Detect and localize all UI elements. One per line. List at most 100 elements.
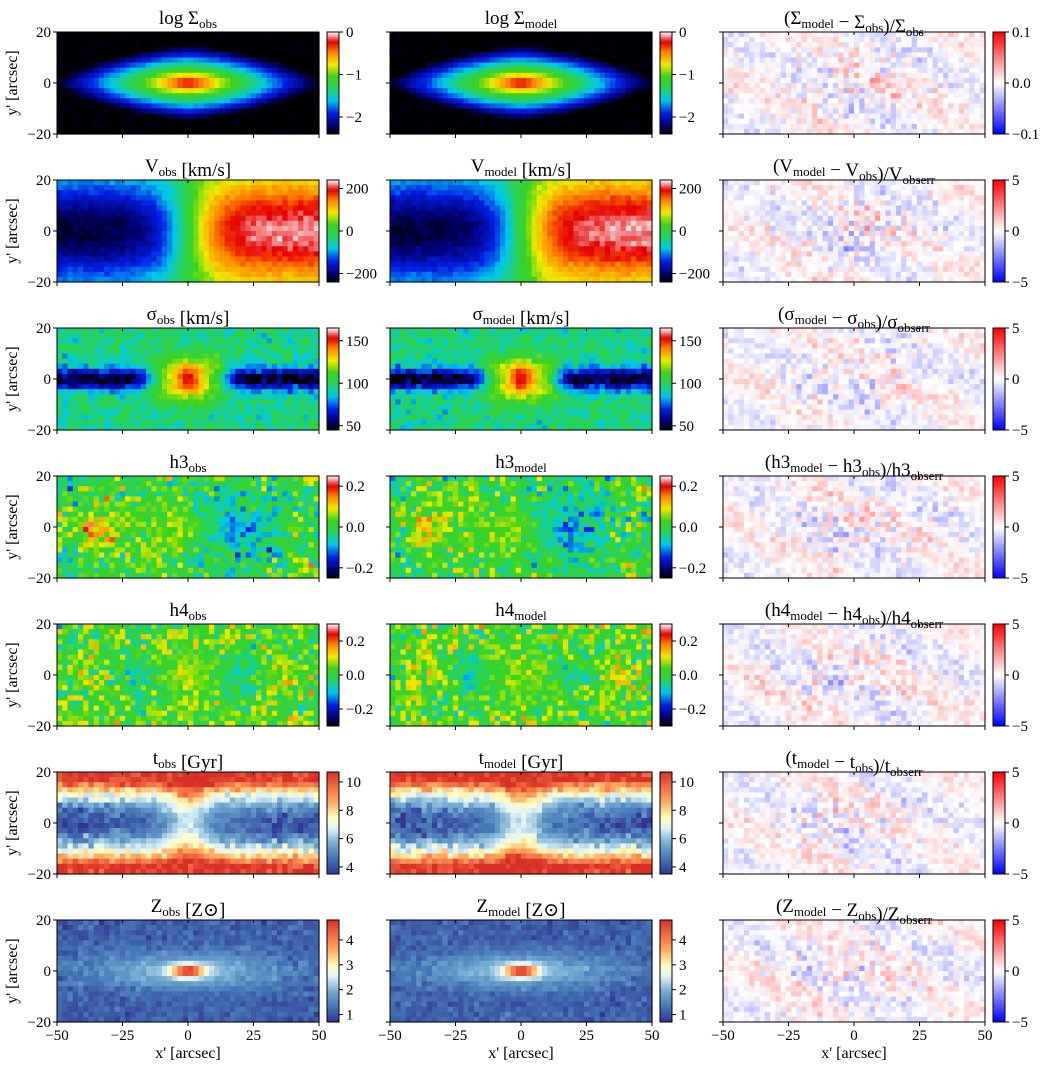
heatmap-cell [93,98,100,104]
heatmap-cell [83,236,90,242]
heatmap-cell [303,210,310,217]
heatmap-cell [536,37,543,43]
heatmap-cell [489,42,496,48]
heatmap-cell [77,251,84,258]
colorbar-segment [327,231,339,234]
heatmap-cell [109,62,116,69]
heatmap-cell [109,108,116,115]
heatmap-cell [759,128,766,135]
heatmap-cell [583,42,590,48]
heatmap-cell [224,200,231,207]
heatmap-cell [937,77,944,84]
heatmap-cell [604,72,611,79]
heatmap-cell [271,113,278,120]
heatmap-cell [916,62,923,69]
heatmap-cell [599,77,606,84]
heatmap-cell [219,256,226,263]
heatmap-cell [515,241,522,247]
heatmap-cell [547,185,554,191]
heatmap-cell [625,37,632,43]
heatmap-cell [775,57,782,64]
heatmap-cell [172,251,179,258]
heatmap-cell [135,47,142,53]
heatmap-cell [838,108,845,115]
y-tick-label: 0 [44,224,52,240]
heatmap-cell [473,241,480,247]
heatmap-cell [261,225,268,232]
heatmap-cell [515,108,522,115]
heatmap-cell [240,62,247,69]
heatmap-cell [146,77,152,84]
heatmap-cell [948,113,955,120]
heatmap-cell [104,103,110,110]
heatmap-cell [922,42,928,48]
heatmap-cell [224,52,231,59]
heatmap-cell [615,93,622,99]
heatmap-cell [224,57,231,64]
heatmap-cell [785,62,792,69]
heatmap-cell [303,93,310,99]
heatmap-cell [452,57,459,64]
heatmap-cell [953,42,960,48]
colorbar-segment [327,251,339,254]
heatmap-cell [130,276,137,283]
heatmap-cell [62,195,69,201]
heatmap-cell [505,231,512,237]
heatmap-cell [125,241,131,247]
heatmap-cell [198,93,205,99]
heatmap-cell [405,42,412,48]
heatmap-cell [282,220,289,227]
heatmap-cell [932,47,939,53]
heatmap-cell [906,72,913,79]
heatmap-cell [235,241,241,247]
heatmap-cell [125,215,131,222]
heatmap-cell [146,256,152,263]
heatmap-cell [838,32,845,38]
heatmap-cell [146,261,152,268]
heatmap-cell [250,57,257,64]
heatmap-cell [615,241,622,247]
heatmap-cell [743,77,750,84]
heatmap-cell [182,190,189,196]
heatmap-cell [140,88,147,94]
heatmap-cell [146,236,152,242]
heatmap-cell [848,52,855,59]
colorbar-segment [327,280,339,283]
heatmap-cell [119,251,126,258]
heatmap-cell [822,57,829,64]
heatmap-cell [208,72,215,79]
heatmap-cell [500,231,506,237]
heatmap-cell [224,215,231,222]
heatmap-cell [188,225,194,232]
colorbar-segment [327,186,339,189]
heatmap-cell [948,62,955,69]
heatmap-cell [235,180,241,186]
heatmap-cell [880,62,887,69]
heatmap-cell [98,83,105,89]
heatmap-cell [911,42,918,48]
heatmap-cell [541,77,548,84]
heatmap-cell [93,37,100,43]
heatmap-cell [869,47,876,53]
heatmap-cell [728,88,735,94]
heatmap-cell [599,42,606,48]
heatmap-cell [156,200,163,207]
heatmap-cell [636,180,643,186]
heatmap-cell [151,210,158,217]
heatmap-cell [167,200,173,207]
colorbar-segment [327,217,339,220]
heatmap-cell [426,236,433,242]
heatmap-cell [494,37,501,43]
heatmap-cell [948,83,955,89]
heatmap-cell [245,98,252,104]
heatmap-cell [526,231,533,237]
heatmap-cell [489,205,496,212]
heatmap-cell [256,103,262,110]
heatmap-cell [749,52,756,59]
heatmap-cell [452,67,459,74]
heatmap-cell [641,205,648,212]
heatmap-cell [916,52,923,59]
heatmap-cell [104,52,110,59]
heatmap-cell [833,77,839,84]
heatmap-cell [426,103,433,110]
